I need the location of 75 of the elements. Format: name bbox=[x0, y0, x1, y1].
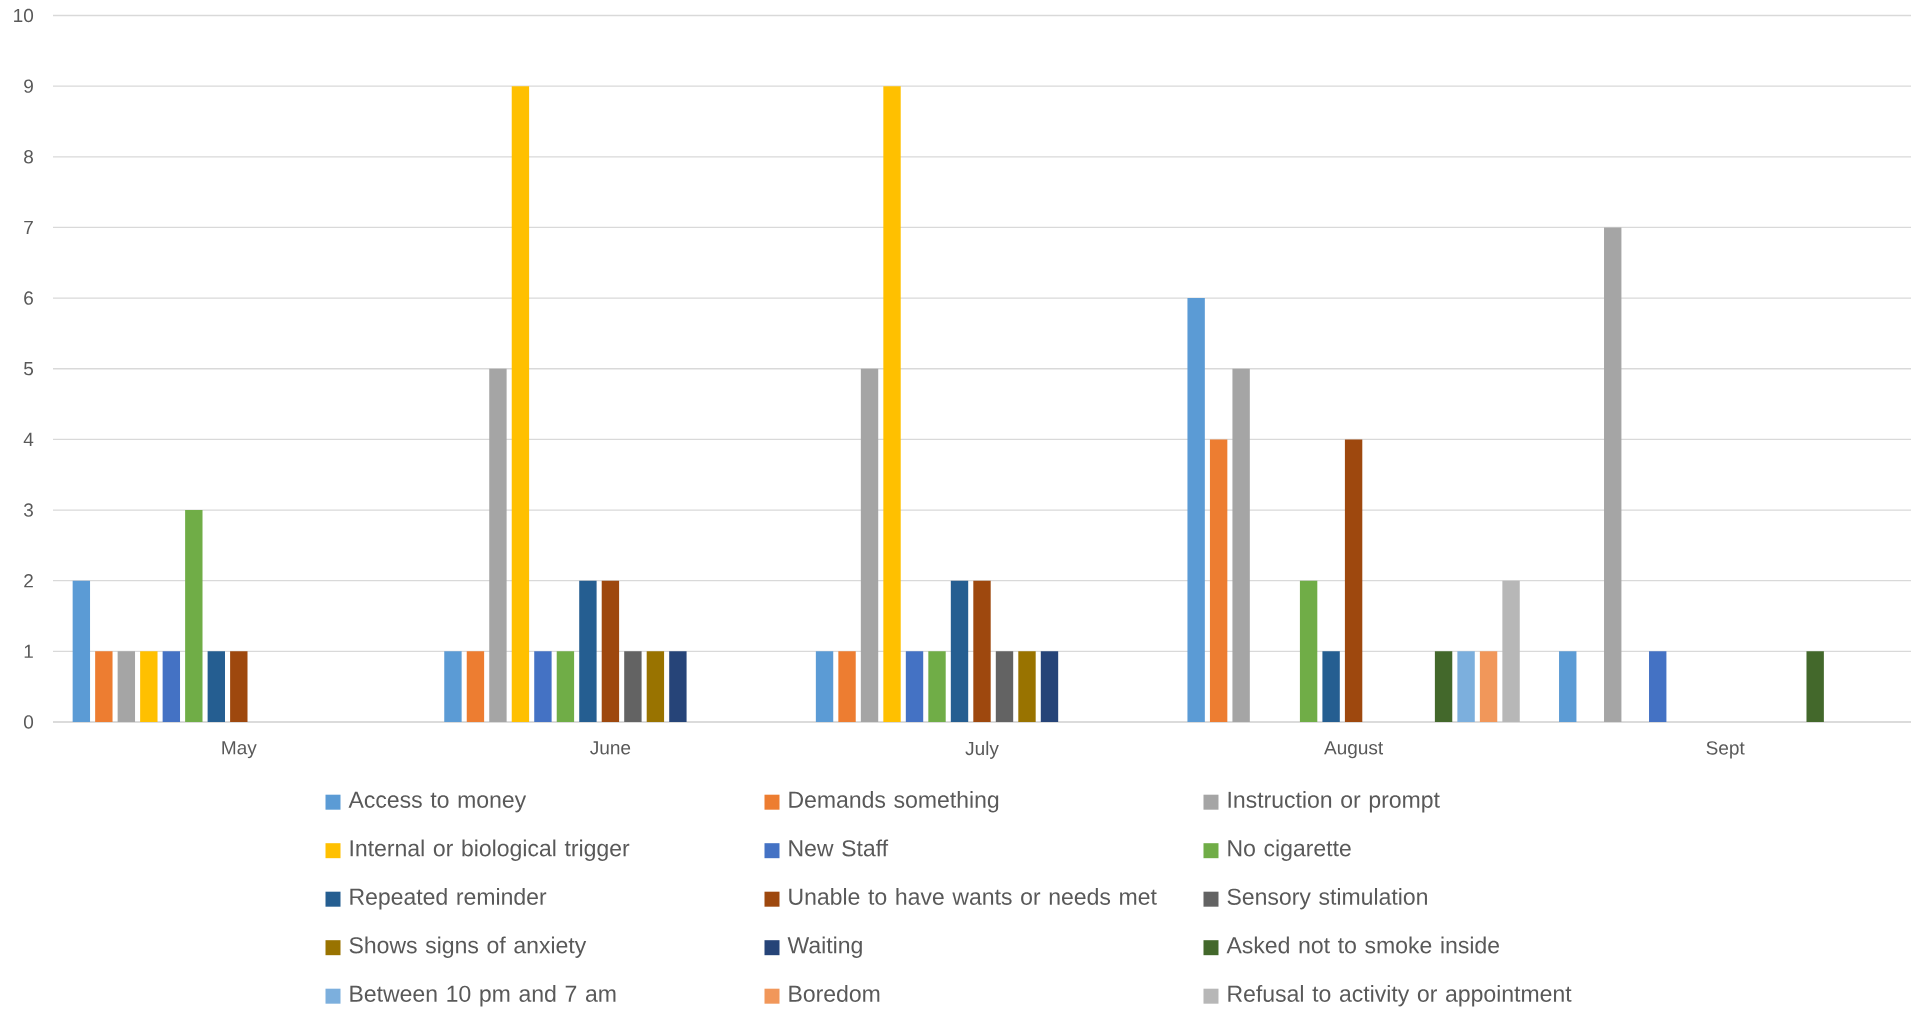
bar bbox=[185, 510, 203, 722]
bar bbox=[1457, 651, 1475, 722]
x-tick-label: June bbox=[590, 741, 631, 755]
bar bbox=[117, 651, 136, 722]
legend-label: Demands something bbox=[789, 791, 999, 813]
y-tick-label: 8 bbox=[24, 150, 33, 164]
legend-label: Unable to have wants or needs met bbox=[789, 888, 1157, 905]
bar bbox=[95, 651, 113, 722]
bar bbox=[646, 651, 665, 722]
legend-label: Repeated reminder bbox=[350, 888, 547, 910]
bar bbox=[883, 86, 901, 722]
legend-label: Asked not to smoke inside bbox=[1226, 936, 1500, 954]
legend-label: Internal or biological trigger bbox=[350, 839, 630, 861]
bar bbox=[601, 580, 620, 722]
x-tick-label: July bbox=[965, 741, 999, 759]
bar bbox=[1322, 651, 1340, 722]
bar bbox=[928, 651, 946, 722]
legend-label: No cigarette bbox=[1228, 839, 1351, 861]
bar bbox=[534, 651, 552, 722]
bar bbox=[1559, 651, 1577, 722]
legend-label: Refusal to activity or appointment bbox=[1228, 985, 1572, 1007]
legend-label: Between 10 pm and 7 am bbox=[350, 985, 616, 1007]
bar bbox=[1209, 439, 1228, 722]
legend-label: Boredom bbox=[789, 985, 880, 1002]
y-tick-label: 10 bbox=[14, 8, 34, 23]
y-tick-label: 3 bbox=[23, 503, 33, 517]
y-tick-label: 0 bbox=[23, 715, 34, 729]
y-tick-label: 5 bbox=[24, 362, 34, 376]
bar bbox=[973, 580, 991, 722]
bar bbox=[1649, 651, 1667, 722]
bar bbox=[579, 580, 597, 722]
bar bbox=[72, 580, 91, 722]
bar bbox=[1018, 651, 1036, 722]
bar bbox=[860, 368, 879, 722]
legend-label: Instruction or prompt bbox=[1228, 791, 1440, 813]
bar bbox=[466, 651, 485, 722]
legend-label: Access to money bbox=[348, 791, 527, 813]
bar bbox=[511, 86, 530, 722]
bar bbox=[1806, 651, 1824, 722]
bar bbox=[950, 580, 969, 722]
bar bbox=[995, 651, 1014, 722]
bar bbox=[1040, 651, 1059, 722]
y-tick-label: 9 bbox=[24, 79, 33, 93]
bar bbox=[669, 651, 687, 722]
bar bbox=[1502, 580, 1520, 722]
legend-label: Sensory stimulation bbox=[1227, 888, 1427, 910]
y-tick-label: 4 bbox=[23, 432, 34, 446]
bar bbox=[207, 651, 226, 722]
bar bbox=[1299, 580, 1318, 722]
bar bbox=[444, 651, 462, 722]
legend-label: New Staff bbox=[789, 839, 889, 857]
bar bbox=[1344, 439, 1363, 722]
bar bbox=[838, 651, 856, 722]
bar bbox=[162, 651, 181, 722]
y-tick-label: 1 bbox=[24, 644, 33, 658]
x-tick-label: Sept bbox=[1706, 741, 1745, 759]
bar bbox=[556, 651, 575, 722]
bar bbox=[1434, 651, 1453, 722]
bar bbox=[905, 651, 924, 722]
bar bbox=[1604, 227, 1622, 722]
bar bbox=[1232, 368, 1250, 722]
bar bbox=[624, 651, 642, 722]
bar bbox=[815, 651, 834, 722]
y-tick-label: 6 bbox=[24, 291, 33, 305]
x-tick-label: August bbox=[1324, 741, 1384, 759]
y-tick-label: 7 bbox=[24, 220, 33, 234]
bar bbox=[1187, 298, 1205, 722]
bar bbox=[230, 651, 248, 722]
y-tick-label: 2 bbox=[24, 574, 33, 588]
x-tick-label: May bbox=[222, 741, 257, 759]
legend-label: Shows signs of anxiety bbox=[349, 936, 587, 958]
bar bbox=[140, 651, 158, 722]
bar bbox=[489, 368, 507, 722]
bar bbox=[1479, 651, 1498, 722]
legend-label: Waiting bbox=[787, 936, 862, 958]
